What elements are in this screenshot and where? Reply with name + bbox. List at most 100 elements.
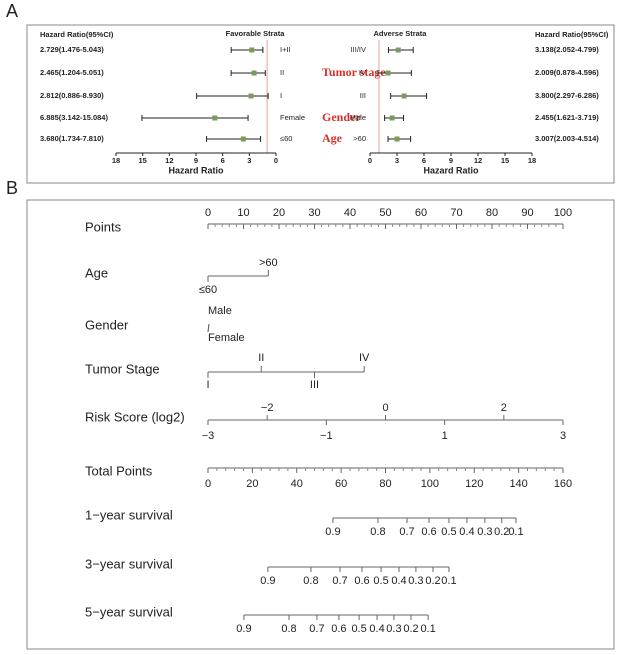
- hr-marker: [248, 93, 254, 99]
- tick-label: 0.5: [373, 575, 388, 587]
- row-name: 1−year survival: [85, 507, 173, 522]
- hr-marker: [394, 136, 400, 142]
- tick-label: 0.8: [370, 526, 385, 538]
- category-label: I+II: [280, 45, 291, 54]
- tick-label: 80: [486, 207, 498, 219]
- row-name: 3−year survival: [85, 556, 173, 571]
- x-tick-label: 18: [528, 156, 536, 165]
- value-label: 2.455(1.621-3.719): [535, 113, 599, 122]
- category-label: >60: [353, 134, 366, 143]
- tick-label: 0.7: [332, 575, 347, 587]
- tick-label: 2: [501, 402, 507, 414]
- hr-marker: [401, 93, 407, 99]
- tick-label: 0.5: [441, 526, 456, 538]
- strata-annotation: Gender: [322, 110, 361, 124]
- tick-label: 0: [205, 207, 211, 219]
- tick-label: 70: [450, 207, 462, 219]
- value-label: 3.800(2.297-6.286): [535, 91, 599, 100]
- category-tick: [207, 323, 210, 333]
- row-name: Tumor Stage: [85, 361, 160, 376]
- tick-label: 0.1: [420, 623, 435, 635]
- hr-marker: [389, 115, 395, 121]
- tick-label: 0.4: [369, 623, 384, 635]
- tick-label: −2: [261, 402, 274, 414]
- tick-label: 0.3: [386, 623, 401, 635]
- value-label: 6.885(3.142-15.084): [40, 113, 108, 122]
- tick-label: 60: [415, 207, 427, 219]
- panel-label: A: [6, 1, 18, 21]
- tick-label: 0.8: [281, 623, 296, 635]
- tick-label: 120: [465, 478, 483, 490]
- category-label: III: [360, 91, 366, 100]
- value-header: Hazard Ratio(95%CI): [535, 30, 609, 39]
- category-label: IV: [359, 68, 366, 77]
- tick-label: 0.7: [309, 623, 324, 635]
- tick-label: 1: [442, 430, 448, 442]
- tick-label: −3: [202, 430, 215, 442]
- strata-annotation: Age: [322, 131, 343, 145]
- tick-label: 0.6: [421, 526, 436, 538]
- panel-b-frame: [26, 199, 615, 650]
- value-label: 2.729(1.476-5.043): [40, 45, 104, 54]
- row-name: Points: [85, 219, 122, 234]
- tick-label: 0.5: [351, 623, 366, 635]
- forest-title: Adverse Strata: [374, 29, 428, 38]
- tick-label: 0.6: [354, 575, 369, 587]
- tick-label: 20: [246, 478, 258, 490]
- category-label: ≤60: [199, 284, 217, 296]
- hr-marker: [240, 136, 246, 142]
- tick-label: −1: [320, 430, 333, 442]
- tick-label: 0.8: [303, 575, 318, 587]
- strata-annotation: Tumor stage: [322, 65, 386, 79]
- x-tick-label: 18: [112, 156, 120, 165]
- x-tick-label: 3: [247, 156, 251, 165]
- tick-label: 0.2: [425, 575, 440, 587]
- tick-label: 0.9: [260, 575, 275, 587]
- tick-label: 0.4: [459, 526, 474, 538]
- category-label: ≤60: [280, 134, 292, 143]
- tick-label: 0.1: [508, 526, 523, 538]
- x-tick-label: 3: [395, 156, 399, 165]
- hr-marker: [249, 47, 255, 53]
- tick-label: 140: [509, 478, 527, 490]
- x-tick-label: 9: [194, 156, 198, 165]
- tick-label: 10: [237, 207, 249, 219]
- category-label: III: [310, 379, 319, 391]
- tick-label: 0.6: [331, 623, 346, 635]
- x-tick-label: 6: [422, 156, 426, 165]
- category-label: III/IV: [351, 45, 366, 54]
- tick-label: 0.4: [391, 575, 406, 587]
- tick-label: 100: [421, 478, 439, 490]
- row-name: Total Points: [85, 463, 153, 478]
- hr-marker: [395, 47, 401, 53]
- tick-label: 0.3: [408, 575, 423, 587]
- tick-label: 0.7: [399, 526, 414, 538]
- category-label: >60: [259, 257, 278, 269]
- tick-label: 90: [521, 207, 533, 219]
- panel-label: B: [6, 178, 18, 198]
- category-label: IV: [359, 352, 370, 364]
- category-label: I: [280, 91, 282, 100]
- x-tick-label: 12: [474, 156, 482, 165]
- value-label: 2.009(0.878-4.596): [535, 68, 599, 77]
- tick-label: 0.3: [477, 526, 492, 538]
- x-tick-label: 0: [368, 156, 372, 165]
- hr-marker: [385, 70, 391, 76]
- tick-label: 160: [554, 478, 572, 490]
- tick-label: 0.1: [441, 575, 456, 587]
- tick-label: 0: [205, 478, 211, 490]
- tick-label: 30: [308, 207, 320, 219]
- hr-marker: [251, 70, 257, 76]
- category-label: Male: [350, 113, 366, 122]
- tick-label: 60: [335, 478, 347, 490]
- x-tick-label: 12: [165, 156, 173, 165]
- x-axis-label: Hazard Ratio: [423, 165, 479, 175]
- tick-label: 0.9: [236, 623, 251, 635]
- tick-label: 3: [560, 430, 566, 442]
- x-tick-label: 15: [138, 156, 146, 165]
- category-label: Male: [208, 305, 232, 317]
- value-header: Hazard Ratio(95%CI): [40, 30, 114, 39]
- tick-label: 20: [273, 207, 285, 219]
- row-name: Risk Score (log2): [85, 409, 185, 424]
- tick-label: 100: [554, 207, 572, 219]
